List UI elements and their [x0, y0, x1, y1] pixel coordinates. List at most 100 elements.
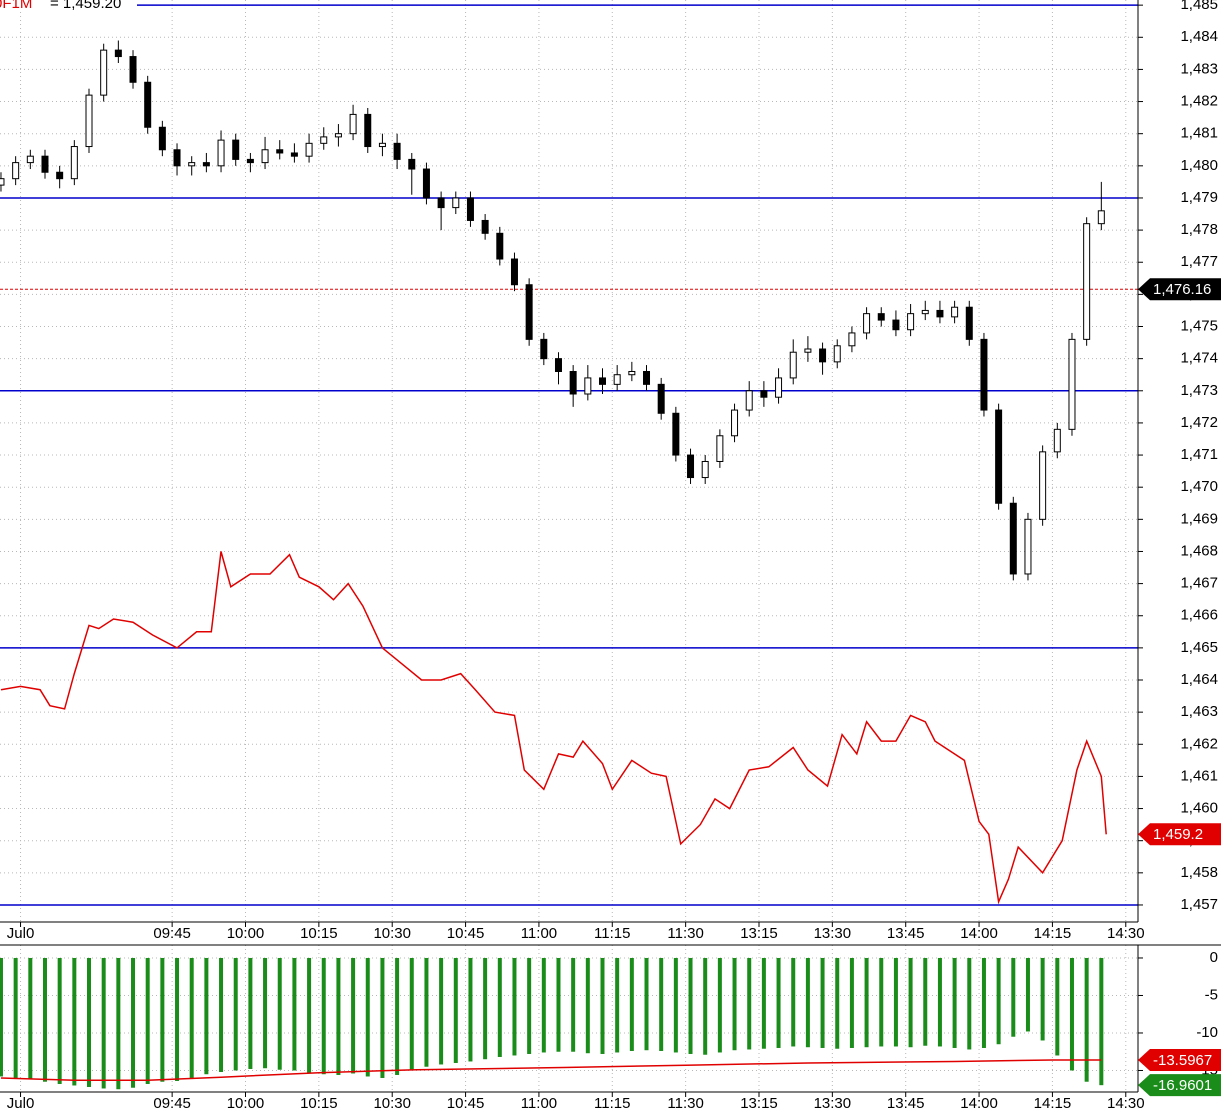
x-tick-label: 10:45: [447, 925, 485, 942]
x-tick-label: 10:15: [300, 1095, 338, 1111]
bar: [923, 957, 928, 1046]
candle-body: [158, 126, 166, 151]
y-tick-label: 1,481: [1180, 125, 1218, 142]
x-tick-label: 11:00: [521, 1095, 557, 1111]
x-tick-label: 11:30: [667, 1095, 703, 1111]
candle-body: [290, 152, 298, 157]
x-tick-label: 13:15: [740, 1095, 778, 1111]
x-tick-label: 14:15: [1034, 1095, 1072, 1111]
y-tick-label: 1,477: [1180, 253, 1218, 270]
y-tick-label: 1,466: [1180, 607, 1218, 624]
bar: [805, 957, 810, 1048]
y-tick-label: 1,484: [1180, 28, 1218, 45]
candle-body: [246, 158, 254, 164]
bar: [732, 957, 737, 1051]
y-tick-label: 1,474: [1180, 350, 1218, 367]
candle-body: [261, 149, 269, 164]
bar: [835, 957, 840, 1049]
bar: [483, 957, 488, 1060]
candle-body: [804, 348, 812, 353]
bar: [13, 957, 18, 1078]
bar: [233, 957, 238, 1071]
candle-body: [1068, 338, 1076, 430]
y-tick-label: 1,483: [1180, 60, 1218, 77]
candle-body: [731, 409, 739, 437]
candle-body: [466, 197, 474, 221]
bar: [673, 957, 678, 1053]
bar: [101, 957, 106, 1089]
bar: [556, 957, 561, 1052]
x-tick-label: 11:15: [594, 925, 630, 942]
bar: [512, 957, 517, 1056]
bar: [219, 957, 224, 1072]
x-tick-label: 13:45: [887, 1095, 925, 1111]
bar: [189, 957, 194, 1078]
y-tick-label: 1,471: [1180, 446, 1218, 463]
candle-body: [760, 390, 768, 398]
y-tick-label: 1,473: [1180, 382, 1218, 399]
candle-body: [540, 338, 548, 360]
candle-body: [1009, 502, 1017, 575]
candle-body: [745, 390, 753, 411]
candle-body: [85, 94, 93, 148]
candle-body: [877, 313, 885, 321]
y-tick-label: 1,472: [1180, 414, 1218, 431]
candle-body: [965, 306, 973, 340]
bar: [629, 957, 634, 1051]
overlay-line: [0, 551, 1107, 905]
candle-body: [349, 113, 357, 135]
candle-body: [1053, 428, 1061, 453]
y-tick-label: 1,458: [1180, 864, 1218, 881]
x-tick-label: 14:15: [1034, 925, 1072, 942]
candle-body: [0, 178, 5, 186]
candle-body: [775, 377, 783, 398]
legend-bg: [0, 0, 137, 12]
candle-body: [1039, 451, 1047, 520]
bar: [321, 957, 326, 1075]
candle-body: [628, 370, 636, 376]
y-tick-label: 1,479: [1180, 189, 1218, 206]
bar: [717, 957, 722, 1053]
bar: [336, 957, 341, 1075]
legend-name: 0F1M: [0, 0, 32, 12]
candle-body: [510, 258, 518, 286]
bar: [541, 957, 546, 1053]
y-tick-label: 1,467: [1180, 575, 1218, 592]
y-tick-label: 1,480: [1180, 157, 1218, 174]
bar: [87, 957, 92, 1087]
x-tick-label: 14:00: [960, 925, 998, 942]
x-tick-label: 10:45: [447, 1095, 485, 1111]
bar: [615, 957, 620, 1053]
bar: [776, 957, 781, 1048]
bar: [1084, 957, 1089, 1082]
x-tick-label: 14:00: [960, 1095, 998, 1111]
candle-body: [525, 284, 533, 340]
bar: [981, 957, 986, 1048]
bar: [761, 957, 766, 1049]
candle-body: [643, 370, 651, 385]
bar: [175, 957, 180, 1081]
x-tick-label: 13:45: [887, 925, 925, 942]
x-tick-label: 09:45: [153, 925, 191, 942]
bar: [42, 957, 47, 1082]
x-tick-label: 10:30: [373, 925, 411, 942]
candle-body: [672, 412, 680, 456]
y-tick-label: 1,478: [1180, 221, 1218, 238]
bar: [351, 957, 356, 1074]
candle-body: [144, 81, 152, 128]
candle-body: [1024, 518, 1032, 575]
candle-body: [437, 197, 445, 209]
candle-body: [305, 142, 313, 157]
candle-body: [951, 306, 959, 318]
y-tick-label: 0: [1210, 949, 1218, 966]
candle-body: [1083, 223, 1091, 340]
bar: [1011, 957, 1016, 1037]
bar: [116, 957, 121, 1090]
candle-body: [364, 113, 372, 148]
bar: [747, 957, 752, 1050]
bar: [600, 957, 605, 1054]
candle-body: [554, 358, 562, 372]
bar: [424, 957, 429, 1067]
bar: [1055, 957, 1060, 1056]
y-tick-label: 1,465: [1180, 639, 1218, 656]
